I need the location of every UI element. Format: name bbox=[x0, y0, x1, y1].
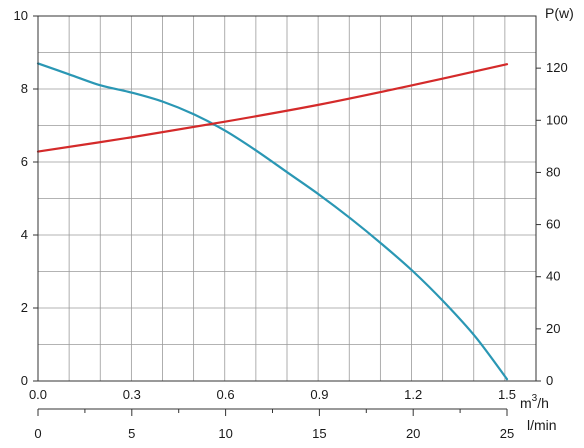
x-primary-tick-label: 0.9 bbox=[310, 387, 328, 402]
power-curve bbox=[36, 63, 509, 153]
right-tick-label: 60 bbox=[546, 217, 560, 232]
plot-frame bbox=[37, 15, 537, 382]
axes bbox=[33, 15, 541, 416]
x-primary-unit: m3/h bbox=[520, 393, 549, 411]
x-secondary-tick-label: 15 bbox=[312, 426, 326, 441]
x-primary-unit-base: m bbox=[520, 395, 532, 411]
right-tick-label: 20 bbox=[546, 321, 560, 336]
right-tick-label: 40 bbox=[546, 269, 560, 284]
x-secondary-tick-label: 25 bbox=[500, 426, 514, 441]
left-tick-label: 2 bbox=[21, 300, 28, 315]
x-secondary-tick-label: 10 bbox=[218, 426, 232, 441]
curves bbox=[36, 62, 509, 381]
x-primary-tick-label: 0.3 bbox=[123, 387, 141, 402]
right-tick-label: 0 bbox=[546, 373, 553, 388]
left-tick-label: 4 bbox=[21, 227, 28, 242]
x-secondary-tick-label: 5 bbox=[128, 426, 135, 441]
x-secondary-unit: l/min bbox=[527, 417, 557, 433]
x-primary-tick-label: 0.6 bbox=[217, 387, 235, 402]
left-tick-label: 10 bbox=[14, 8, 28, 23]
x-primary-tick-label: 0.0 bbox=[29, 387, 47, 402]
right-tick-label: 100 bbox=[546, 112, 568, 127]
right-axis-title: P(w) bbox=[545, 5, 574, 21]
left-tick-label: 8 bbox=[21, 81, 28, 96]
x-primary-tick-label: 1.2 bbox=[404, 387, 422, 402]
grid-lines bbox=[37, 15, 536, 382]
left-tick-label: 6 bbox=[21, 154, 28, 169]
x-primary-unit-rest: /h bbox=[537, 395, 549, 411]
x-primary-tick-label: 1.5 bbox=[498, 387, 516, 402]
x-secondary-tick-label: 20 bbox=[406, 426, 420, 441]
x-secondary-tick-label: 0 bbox=[34, 426, 41, 441]
right-tick-label: 80 bbox=[546, 164, 560, 179]
left-tick-label: 0 bbox=[21, 373, 28, 388]
x-primary-unit-exp: 3 bbox=[532, 393, 538, 404]
head-curve bbox=[36, 62, 509, 381]
right-tick-label: 120 bbox=[546, 60, 568, 75]
